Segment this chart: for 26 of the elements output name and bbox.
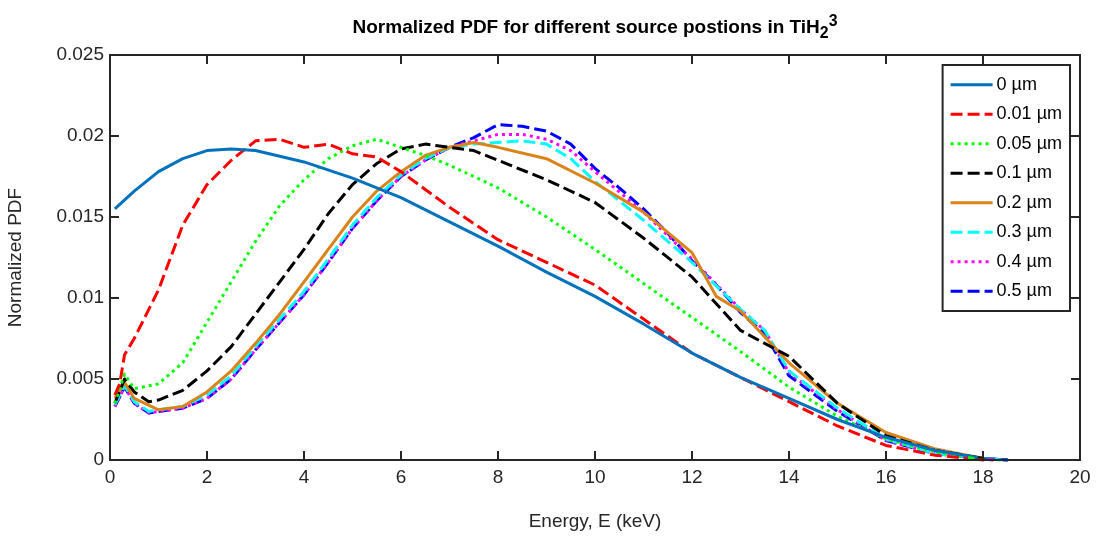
x-axis-title: Energy, E (keV) bbox=[528, 509, 662, 531]
y-tick-label: 0.015 bbox=[56, 205, 104, 227]
x-tick-label: 8 bbox=[492, 465, 504, 487]
y-axis-title: Normalized PDF bbox=[3, 187, 25, 328]
legend-label: 0.3 µm bbox=[996, 221, 1052, 242]
legend-label: 0.4 µm bbox=[996, 250, 1052, 271]
x-tick-label: 2 bbox=[201, 465, 213, 487]
y-tick-label: 0.02 bbox=[67, 124, 104, 146]
x-tick-label: 14 bbox=[778, 465, 800, 487]
x-tick-label: 6 bbox=[395, 465, 407, 487]
legend-label: 0.01 µm bbox=[996, 103, 1063, 124]
legend-label: 0.5 µm bbox=[996, 280, 1052, 301]
x-tick-label: 10 bbox=[584, 465, 606, 487]
legend-label: 0.2 µm bbox=[996, 191, 1052, 212]
legend-label: 0 µm bbox=[996, 73, 1037, 94]
x-tick-label: 16 bbox=[875, 465, 897, 487]
legend-label: 0.05 µm bbox=[996, 132, 1063, 153]
legend-label: 0.1 µm bbox=[996, 162, 1052, 183]
x-tick-label: 20 bbox=[1069, 465, 1091, 487]
y-tick-label: 0.01 bbox=[67, 286, 104, 308]
x-tick-label: 18 bbox=[972, 465, 994, 487]
y-tick-label: 0 bbox=[93, 448, 104, 470]
x-tick-label: 4 bbox=[298, 465, 310, 487]
y-tick-label: 0.025 bbox=[56, 43, 104, 65]
x-tick-label: 12 bbox=[681, 465, 703, 487]
y-tick-label: 0.005 bbox=[56, 367, 104, 389]
